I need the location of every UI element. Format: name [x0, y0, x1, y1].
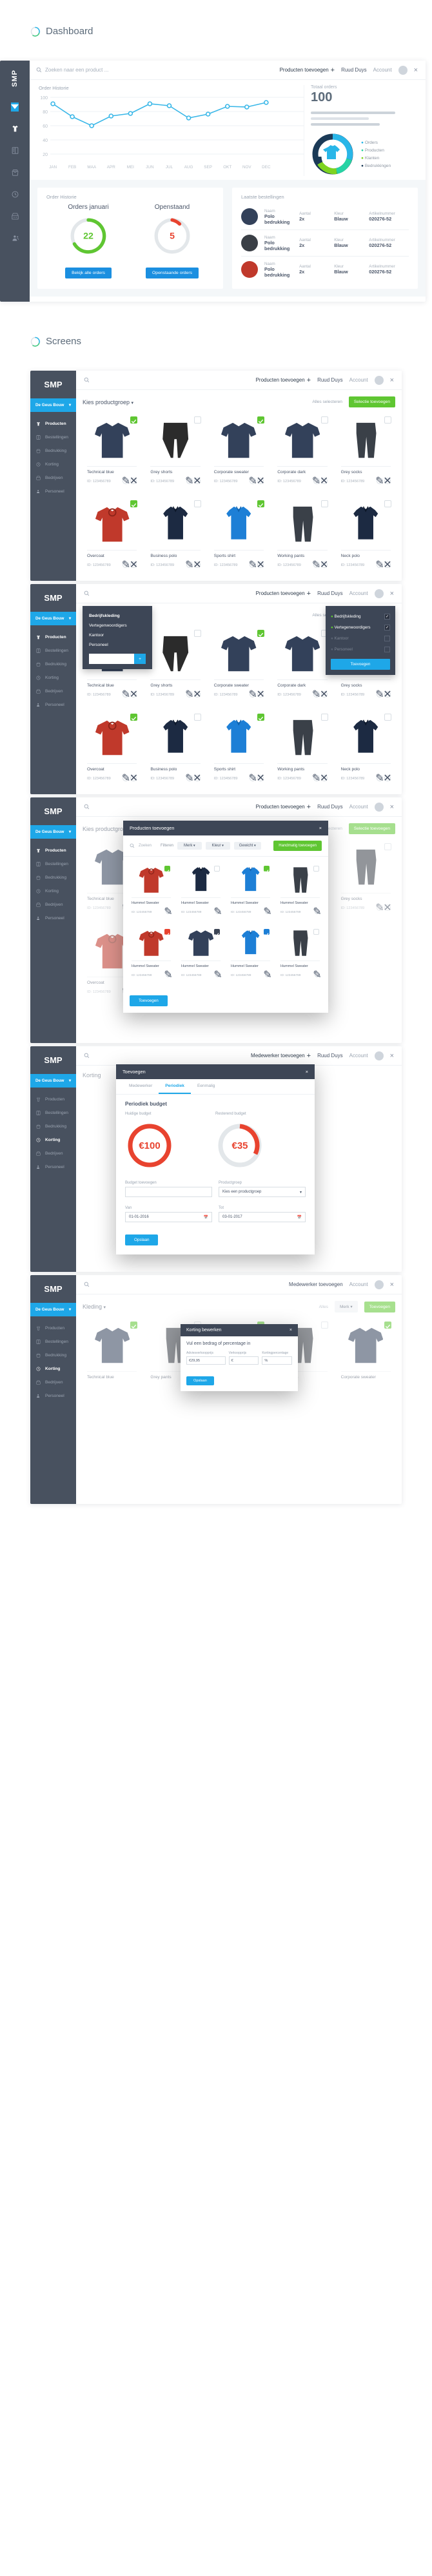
svg-text:MEI: MEI: [127, 165, 134, 170]
svg-text:€35: €35: [231, 1140, 248, 1151]
svg-text:DEC: DEC: [262, 165, 271, 170]
svg-text:FEB: FEB: [68, 165, 76, 170]
svg-text:AUG: AUG: [184, 165, 193, 170]
svg-text:60: 60: [43, 124, 48, 129]
svg-text:NOV: NOV: [242, 165, 251, 170]
svg-text:22: 22: [83, 231, 93, 241]
svg-text:5: 5: [170, 231, 175, 241]
svg-text:20: 20: [43, 153, 48, 157]
svg-text:€100: €100: [139, 1140, 160, 1151]
svg-text:SEP: SEP: [204, 165, 212, 170]
svg-text:OKT: OKT: [223, 165, 231, 170]
svg-text:40: 40: [43, 139, 48, 143]
svg-text:80: 80: [43, 110, 48, 115]
svg-text:100: 100: [40, 96, 48, 101]
svg-text:APR: APR: [107, 165, 115, 170]
svg-text:JAN: JAN: [49, 165, 57, 170]
svg-text:JUN: JUN: [146, 165, 154, 170]
svg-text:MAA: MAA: [87, 165, 96, 170]
svg-text:JUL: JUL: [166, 165, 173, 170]
